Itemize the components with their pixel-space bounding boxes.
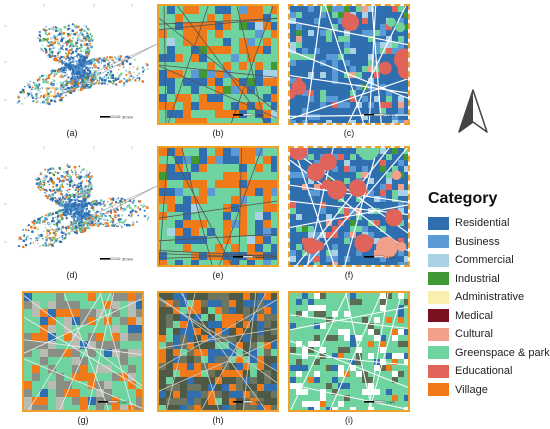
legend-item-greenspace: Greenspace & park	[424, 344, 550, 363]
legend-item-medical: Medical	[424, 307, 548, 326]
legend-swatch	[428, 346, 449, 360]
north-arrow-icon	[458, 89, 488, 133]
legend-item-business: Business	[424, 233, 548, 252]
legend-item-cultural: Cultural	[424, 325, 548, 344]
legend-item-village: Village	[424, 381, 548, 400]
legend-label: Residential	[455, 217, 510, 230]
legend-label: Village	[455, 383, 488, 396]
map-panel-g: 1 km	[22, 291, 144, 412]
svg-text:1 km: 1 km	[255, 113, 264, 118]
legend-item-administrative: Administrative	[424, 288, 548, 307]
svg-text:30 km: 30 km	[122, 257, 134, 262]
svg-text:1 km: 1 km	[255, 255, 264, 260]
legend-swatch	[428, 309, 449, 323]
legend-item-residential: Residential	[424, 214, 548, 233]
legend-label: Business	[455, 235, 500, 248]
legend-swatch	[428, 364, 449, 378]
legend-label: Administrative	[455, 291, 525, 304]
legend-swatch	[428, 253, 449, 267]
legend-title: Category	[428, 190, 498, 207]
svg-text:1 km: 1 km	[255, 400, 264, 405]
legend-swatch	[428, 290, 449, 304]
panel-label-h: (h)	[212, 415, 224, 425]
map-panel-e: 1 km	[157, 146, 279, 267]
legend-swatch	[428, 327, 449, 341]
legend-label: Greenspace & park	[455, 346, 550, 359]
svg-text:1 km: 1 km	[386, 113, 395, 118]
panel-label-a: (a)	[66, 128, 78, 138]
map-panel-i: 1 km	[288, 291, 410, 412]
svg-text:30 km: 30 km	[122, 115, 134, 120]
legend-item-educational: Educational	[424, 362, 548, 381]
legend-swatch	[428, 216, 449, 230]
legend-item-commercial: Commercial	[424, 251, 548, 270]
panel-label-f: (f)	[344, 270, 354, 280]
panel-label-b: (b)	[212, 128, 224, 138]
map-panel-c: 1 km	[288, 4, 410, 125]
legend-swatch	[428, 383, 449, 397]
panel-label-g: (g)	[77, 415, 89, 425]
panel-label-d: (d)	[66, 270, 78, 280]
legend: Category Residential Business Commercial…	[424, 190, 550, 400]
panel-label-e: (e)	[212, 270, 224, 280]
panel-label-c: (c)	[343, 128, 355, 138]
svg-text:1 km: 1 km	[386, 255, 395, 260]
legend-item-industrial: Industrial	[424, 270, 548, 289]
legend-label: Commercial	[455, 254, 514, 267]
legend-label: Cultural	[455, 328, 493, 341]
map-panel-h: 1 km	[157, 291, 279, 412]
legend-swatch	[428, 272, 449, 286]
legend-label: Educational	[455, 365, 513, 378]
legend-swatch	[428, 235, 449, 249]
panel-label-i: (i)	[345, 415, 353, 425]
legend-label: Industrial	[455, 272, 500, 285]
map-panel-f: 1 km	[288, 146, 410, 267]
svg-text:1 km: 1 km	[120, 400, 129, 405]
legend-label: Medical	[455, 309, 493, 322]
overview-map-d: 30 km	[4, 146, 152, 264]
map-panel-b: 1 km	[157, 4, 279, 125]
overview-map-a: 30 km	[4, 4, 152, 122]
